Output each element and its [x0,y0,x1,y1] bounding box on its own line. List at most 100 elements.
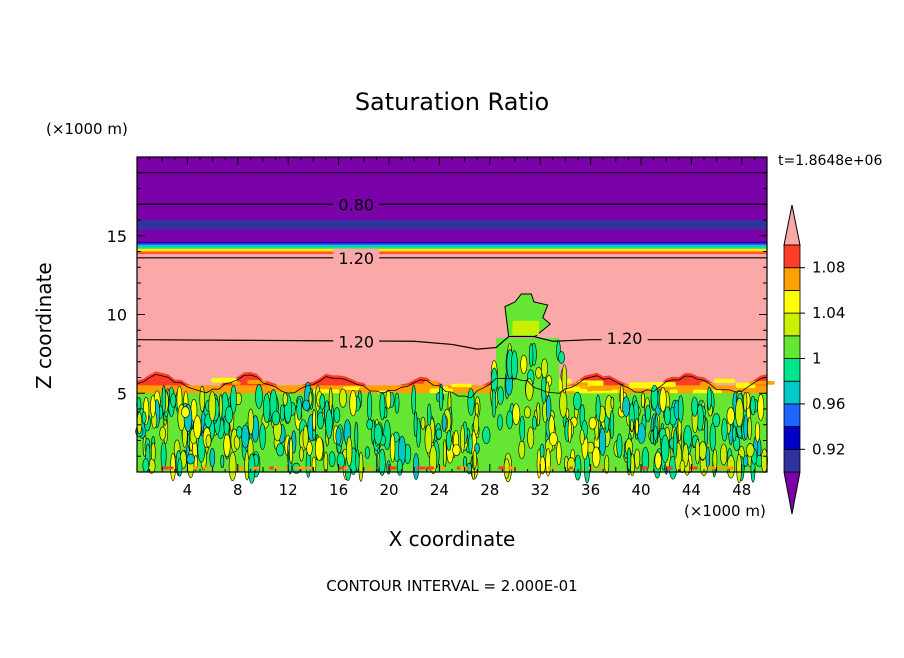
transition-band [137,245,767,247]
eddy [312,409,317,432]
y-axis-unit: (×1000 m) [46,120,128,138]
surface-speck [456,466,461,470]
bl-streak [413,383,436,388]
eddy [446,429,452,451]
x-tick-label: 20 [379,481,398,499]
bl-streak [573,382,589,387]
surface-speck [666,466,673,470]
bl-streak [749,381,775,385]
eddy [311,456,317,473]
eddy [653,425,658,441]
eddy [721,418,728,442]
y-tick-label: 15 [107,227,127,246]
surface-speck [285,466,290,470]
eddy [181,406,190,419]
eddy [315,436,324,461]
eddy [561,364,568,394]
eddy [302,425,309,450]
eddy [468,433,473,455]
eddy [420,416,426,430]
eddy [159,426,166,441]
eddy [519,415,526,443]
transition-band [137,248,767,250]
eddy [750,395,756,416]
surface-speck [725,466,732,470]
contour-label: 1.20 [338,332,374,351]
surface-speck [459,466,468,470]
contour-line-bl-top [136,372,768,399]
eddy [302,399,311,411]
eddy [219,394,223,420]
eddy [559,389,568,418]
eddy [482,426,491,445]
eddy [299,446,304,462]
eddy [726,407,735,425]
eddy [452,444,461,456]
eddy [346,436,353,467]
eddy [170,393,177,408]
eddy [650,384,659,410]
bl-streak [669,389,678,394]
eddy [630,419,634,432]
colorbar-segment [783,267,801,291]
colorbar-arrow-high [783,204,801,246]
surface-speck [387,466,397,470]
y-tick-label: 10 [107,306,127,325]
surface-speck [340,466,349,470]
eddy [358,451,364,482]
contour-label: 0.80 [338,195,374,214]
x-tick-label: 44 [682,481,701,499]
surface-speck [275,466,280,470]
bl-streak [629,382,656,389]
eddy [460,424,465,453]
eddy [574,454,582,481]
eddy [598,427,607,456]
eddy [389,433,396,463]
eddy-field [135,340,768,484]
colorbar-arrow-low [783,471,801,515]
eddy [367,391,373,422]
surface-speck [366,466,372,470]
contour-label: 1.20 [338,249,374,268]
eddy [694,439,700,465]
eddy [511,350,518,381]
eddy [525,378,534,401]
eddy [532,415,537,430]
eddy [661,434,670,464]
eddy [540,358,548,379]
surface-speck [300,466,305,470]
eddy [424,424,433,454]
surface-speck [715,466,724,470]
surface-speck [507,466,517,470]
surface-speck [439,466,445,470]
eddy [746,443,755,458]
surface-speck [202,466,210,470]
eddy [497,414,503,431]
y-axis-label: Z coordinate [32,262,56,389]
colorbar-segment [783,426,801,450]
eddy [705,446,710,469]
eddy [672,428,678,459]
contour-interval-note: CONTOUR INTERVAL = 2.000E-01 [326,577,578,595]
surface-speck [339,466,345,470]
eddy [654,451,662,470]
turret-core [512,320,539,335]
eddy [645,404,651,423]
x-tick-label: 12 [279,481,298,499]
eddy [528,343,534,368]
surface-speck [236,466,245,470]
y-ticks: 5 10 15 [107,156,767,473]
eddy [539,456,546,475]
eddy [735,397,744,428]
eddy [364,446,370,459]
eddy [379,392,386,421]
eddy [230,385,237,414]
eddy [641,392,645,409]
eddy [634,448,641,469]
contour-line-120-lower [136,335,767,350]
eddy [706,386,712,411]
eddy [394,392,400,414]
eddy [556,441,562,466]
surface-speck [547,466,552,470]
surface-speck [553,466,557,470]
